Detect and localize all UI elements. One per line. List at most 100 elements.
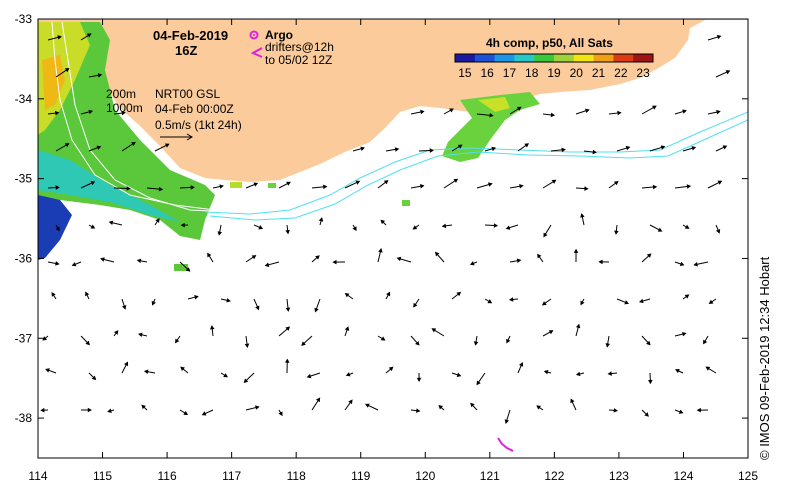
vector-arrow xyxy=(146,186,164,192)
vector-arrow xyxy=(174,335,181,344)
vector-arrow xyxy=(212,184,224,189)
vector-arrow xyxy=(438,404,445,411)
vector-arrow xyxy=(607,371,618,376)
vector-arrow xyxy=(113,110,126,116)
vector-arrow xyxy=(47,185,60,190)
vector-arrow xyxy=(220,298,231,303)
vector-arrow xyxy=(80,335,90,346)
vector-arrow xyxy=(47,110,60,116)
sst-data-layer xyxy=(38,22,540,271)
vector-arrow xyxy=(541,298,552,306)
y-tick: -38 xyxy=(15,411,748,425)
vector-arrow xyxy=(583,149,597,155)
vector-arrow xyxy=(641,335,651,346)
vector-arrow xyxy=(385,291,391,300)
vector-arrow xyxy=(682,224,690,229)
vector-arrow xyxy=(80,109,94,115)
x-tick-label: 124 xyxy=(673,469,693,483)
vector-arrow xyxy=(301,335,313,346)
colorbar-segment xyxy=(554,54,575,62)
colorbar-segment xyxy=(534,54,555,62)
y-tick-label: -37 xyxy=(15,331,33,345)
vector-arrow xyxy=(473,335,479,346)
argo-legend-label: Argo xyxy=(265,28,293,42)
vector-arrow xyxy=(377,248,383,263)
map-date: 04-Feb-2019 xyxy=(153,28,228,43)
scale-arrow xyxy=(160,133,193,141)
vector-arrow xyxy=(443,178,459,189)
vector-arrow xyxy=(243,372,255,384)
x-tick-label: 117 xyxy=(222,469,241,483)
vector-arrow xyxy=(55,224,60,232)
vector-arrow xyxy=(649,145,666,152)
vector-arrow xyxy=(278,409,283,417)
vector-arrow xyxy=(682,294,690,300)
vector-arrow xyxy=(100,257,115,263)
isobaths xyxy=(51,21,411,213)
vector-arrow xyxy=(434,251,445,263)
vector-arrow xyxy=(441,223,453,229)
vector-arrow xyxy=(580,213,585,226)
vector-arrow xyxy=(708,298,717,304)
vector-arrow xyxy=(410,408,421,413)
x-tick: 123 xyxy=(609,19,629,483)
colorbar xyxy=(454,53,654,63)
vector-arrow xyxy=(505,224,519,230)
sst-patch-small-2 xyxy=(174,264,188,271)
sst-patch-east-yellow xyxy=(478,97,510,112)
vector-arrow xyxy=(306,372,321,379)
vector-arrow xyxy=(253,224,264,230)
vector-arrow xyxy=(605,335,611,348)
colorbar-tick-label: 21 xyxy=(592,66,606,80)
scale-label: 0.5m/s (1kt 24h) xyxy=(155,118,242,132)
vector-arrow xyxy=(410,335,420,346)
vector-arrow xyxy=(443,108,454,115)
vector-arrow xyxy=(187,295,199,300)
vector-arrow xyxy=(344,293,354,300)
vector-arrow xyxy=(575,323,581,337)
vector-arrow xyxy=(476,113,494,118)
vector-arrow xyxy=(55,143,70,152)
vector-arrow xyxy=(506,335,511,344)
y-tick-label: -36 xyxy=(15,251,33,265)
plot-border xyxy=(37,18,749,459)
vector-arrow xyxy=(638,298,651,304)
colorbar-segment xyxy=(474,54,496,62)
vector-arrow xyxy=(573,248,579,263)
vector-arrow xyxy=(412,224,420,230)
vector-arrow xyxy=(396,256,412,263)
x-tick-label: 118 xyxy=(287,469,306,483)
y-tick: -37 xyxy=(15,331,748,345)
vector-arrow xyxy=(107,408,115,413)
vector-arrow xyxy=(180,222,189,228)
vector-arrow xyxy=(121,361,129,374)
vector-arrow xyxy=(113,330,119,337)
y-tick: -34 xyxy=(15,92,748,106)
drifter-legend-line1: drifters@12h xyxy=(265,40,334,54)
sst-patch-east xyxy=(442,92,540,162)
vector-arrow xyxy=(47,35,62,41)
vector-arrow xyxy=(136,258,148,264)
drifter-legend-icon xyxy=(250,47,263,58)
vector-arrow xyxy=(377,180,389,189)
vector-arrow xyxy=(674,184,692,189)
colorbar-ticks: 15 16 17 18 19 20 21 22 23 xyxy=(458,66,650,80)
vector-arrow xyxy=(121,298,127,310)
vector-arrow xyxy=(648,372,653,385)
vector-arrow xyxy=(508,297,519,302)
credit-label: © IMOS 09-Feb-2019 12:34 Hobart xyxy=(757,256,772,460)
vector-arrow xyxy=(641,105,657,115)
vector-arrow xyxy=(264,261,280,267)
vector-arrow xyxy=(705,366,717,374)
sst-patch-small-4 xyxy=(402,200,410,206)
vector-arrow xyxy=(245,405,260,411)
x-tick-label: 122 xyxy=(544,469,564,483)
vector-arrow xyxy=(45,368,57,374)
vector-arrow xyxy=(285,224,290,235)
x-tick-label: 123 xyxy=(609,469,629,483)
vector-arrow xyxy=(537,253,544,263)
vector-arrow xyxy=(484,146,497,152)
vector-arrow xyxy=(85,291,90,300)
vector-arrow xyxy=(220,372,228,378)
x-axis: 114 115 116 117 118 119 120 121 122 123 124 125 xyxy=(28,19,758,483)
